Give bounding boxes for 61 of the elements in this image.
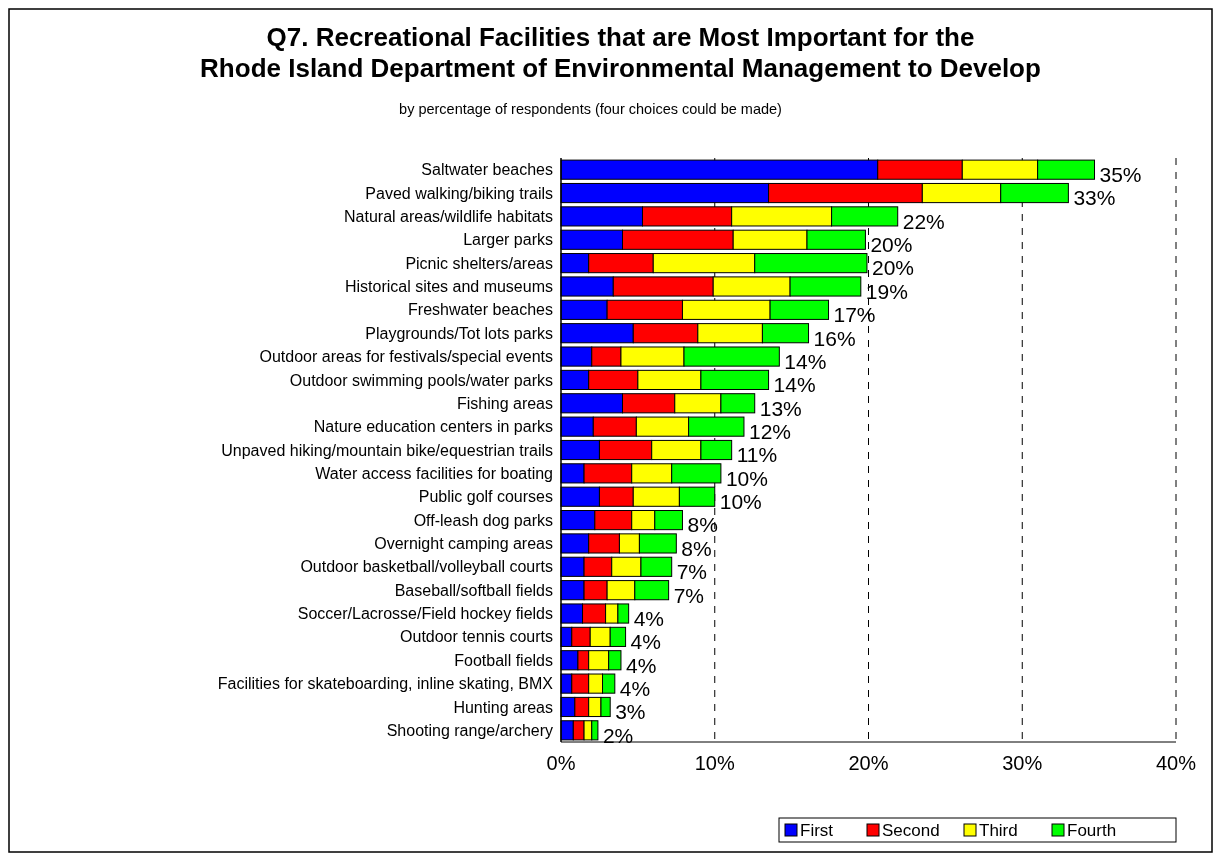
x-tick-label: 20% [848, 752, 889, 774]
total-label: 7% [676, 560, 708, 584]
y-tick-label: Baseball/softball fields [394, 581, 553, 599]
y-tick-label: Off-leash dog parks [413, 511, 553, 529]
total-label: 19% [865, 279, 908, 303]
total-label: 14% [773, 373, 816, 397]
y-tick-label: Facilities for skateboarding, inline skating, BMX [217, 675, 554, 693]
y-tick-label: Outdoor basketball/volleyball courts [300, 558, 553, 576]
chart-title: Q7. Recreational Facilities that are Most Important for the Rhode Island Department of Environmental Management to Develop [200, 22, 1041, 83]
legend-label: First [800, 821, 834, 840]
y-tick-label: Unpaved hiking/mountain bike/equestrian trails [221, 441, 553, 459]
total-label: 33% [1073, 186, 1116, 210]
y-tick-label: Water access facilities for boating [315, 464, 553, 482]
total-label: 3% [615, 700, 646, 724]
total-label: 8% [687, 513, 718, 537]
x-tick-label: 30% [1002, 752, 1043, 774]
total-label: 12% [748, 419, 791, 443]
y-tick-label: Freshwater beaches [408, 301, 553, 319]
x-tick-label: 40% [1155, 752, 1197, 774]
x-tick-label: 0% [546, 752, 576, 774]
total-label: 20% [871, 256, 914, 280]
y-tick-label: Playgrounds/Tot lots parks [365, 324, 553, 342]
total-label: 13% [759, 396, 802, 420]
x-tick-label: 10% [694, 752, 735, 774]
y-tick-label: Fishing areas [456, 394, 553, 412]
total-label: 10% [725, 466, 768, 490]
y-tick-label: Outdoor areas for festivals/special events [259, 348, 553, 366]
y-tick-label: Soccer/Lacrosse/Field hockey fields [297, 605, 553, 623]
total-label: 4% [633, 606, 665, 630]
total-label: 10% [719, 490, 762, 514]
total-label: 35% [1099, 163, 1142, 187]
total-label: 16% [813, 326, 856, 350]
total-label: 7% [673, 583, 704, 607]
total-label: 22% [902, 209, 945, 233]
total-label: 4% [625, 653, 657, 677]
legend-label: Third [979, 821, 1018, 840]
total-label: 8% [681, 536, 712, 560]
total-label: 2% [602, 723, 634, 747]
total-label: 4% [619, 676, 651, 700]
y-tick-label: Outdoor swimming pools/water parks [289, 371, 553, 389]
total-label: 4% [630, 630, 661, 654]
total-label: 20% [870, 233, 913, 257]
y-tick-label: Shooting range/archery [386, 721, 553, 739]
y-tick-label: Natural areas/wildlife habitats [344, 208, 553, 225]
total-label: 14% [784, 349, 827, 373]
legend-label: Fourth [1067, 821, 1117, 840]
y-tick-label: Nature education centers in parks [313, 418, 553, 436]
y-tick-label: Hunting areas [453, 698, 553, 716]
y-tick-label: Public golf courses [418, 488, 553, 506]
y-tick-label: Picnic shelters/areas [405, 254, 553, 272]
legend-label: Second [882, 821, 940, 840]
total-label: 11% [736, 443, 778, 467]
y-tick-label: Historical sites and museums [344, 278, 553, 296]
y-tick-label: Outdoor tennis courts [400, 628, 553, 646]
y-tick-label: Football fields [454, 651, 553, 669]
chart-subtitle: by percentage of respondents (four choices could be made) [399, 101, 782, 117]
y-tick-label: Overnight camping areas [374, 535, 553, 553]
total-label: 17% [833, 303, 876, 327]
y-tick-label: Paved walking/biking trails [365, 184, 553, 202]
y-tick-label: Larger parks [463, 231, 553, 249]
y-tick-label: Saltwater beaches [421, 161, 553, 179]
